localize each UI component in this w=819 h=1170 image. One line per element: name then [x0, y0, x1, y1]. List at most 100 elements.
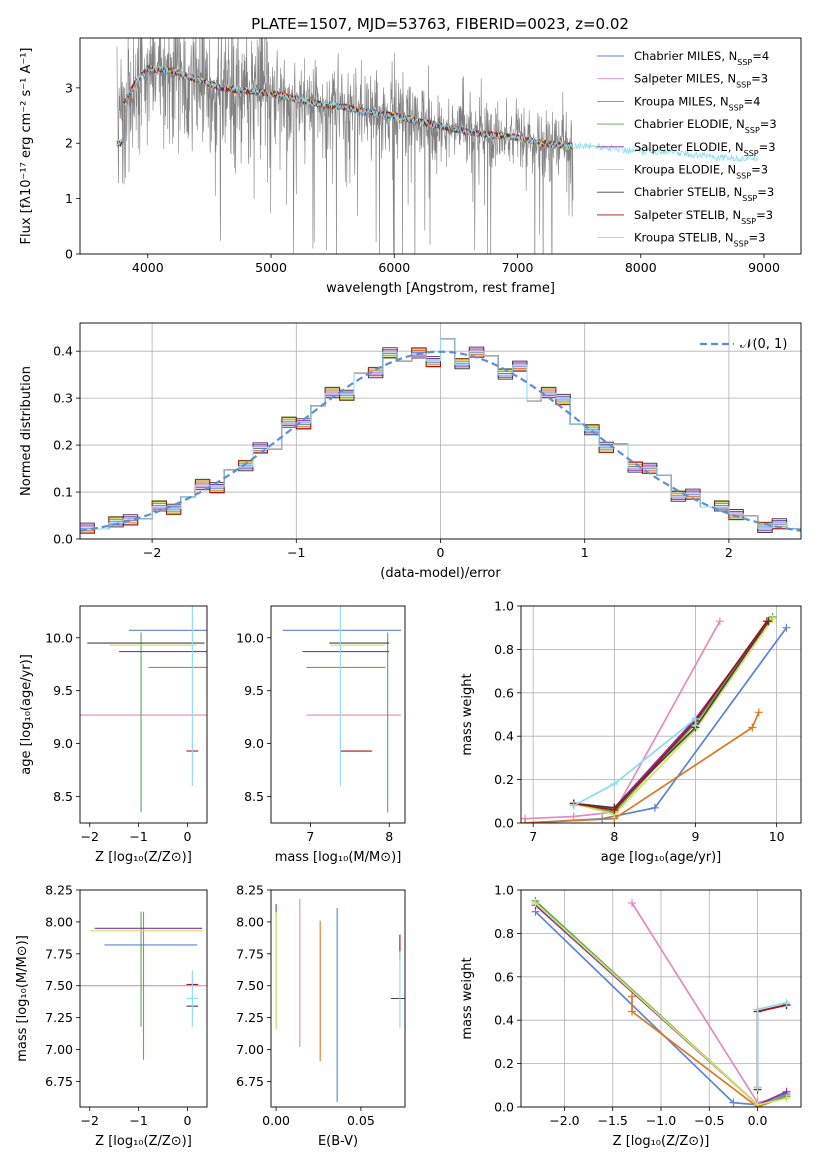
y-tick-label: 0.0 — [53, 532, 73, 547]
axes-residuals: −2 −1 0 1 2 0.0 0.1 0.2 0.3 0.4 (data-model)/error… — [19, 323, 801, 581]
plus-marker — [782, 998, 791, 1007]
x-tick-label: 7 — [306, 829, 314, 844]
y-tick-label: 10.0 — [236, 630, 264, 645]
x-tick-label: 8 — [610, 829, 618, 844]
x-tick-label: −1 — [129, 829, 147, 844]
x-tick-label: 0 — [183, 1113, 191, 1128]
legend-subscript: SSP — [745, 126, 760, 135]
y-tick-label: 0.4 — [53, 344, 73, 359]
legend-subscript: SSP — [737, 58, 752, 67]
x-axis-label: Z [log₁₀(Z/Z⊙)] — [613, 1134, 710, 1149]
y-tick-label: 7.25 — [45, 1010, 73, 1025]
legend-entry: Salpeter MILES, NSSP=3 — [634, 72, 768, 90]
y-axis-label: mass weight — [460, 957, 475, 1039]
y-tick-label: 8.25 — [236, 883, 264, 898]
series-line — [525, 711, 760, 823]
y-tick-label: 0.8 — [494, 642, 514, 657]
legend-entry: Chabrier MILES, NSSP=4 — [634, 49, 769, 67]
y-axis-label: Normed distribution — [19, 366, 34, 496]
x-tick-label: −2.0 — [549, 1113, 579, 1128]
x-tick-label: −2 — [81, 1113, 99, 1128]
axes-frame-mass-weight-vs-age — [520, 605, 802, 824]
legend-count: =3 — [751, 163, 768, 177]
legend-entry: Kroupa MILES, NSSP=4 — [634, 94, 760, 112]
y-tick-label: 8.25 — [45, 883, 73, 898]
x-tick-label: 7 — [529, 829, 537, 844]
axes-age-vs-mass: 7 8 8.5 9.0 9.5 10.0 mass [log₁₀(M/M⊙)] — [236, 606, 402, 865]
legend-count: =3 — [757, 185, 774, 199]
age-vs-mass-plot — [282, 606, 402, 813]
x-tick-label: 0.00 — [262, 1113, 290, 1128]
plus-marker — [569, 812, 578, 821]
y-tick-label: 8.00 — [45, 914, 73, 929]
axes-age-vs-Z: −2 −1 0 8.5 9.0 9.5 10.0 Z [log₁₀(Z/Z⊙)] age [lo… — [19, 606, 207, 865]
axes-mass-vs-Z: −2 −1 0 6.75 7.00 7.25 7.50 7.75 8.00 8.25 Z [log₁… — [15, 883, 207, 1149]
gaussian-curve — [80, 350, 801, 532]
y-tick-label: 7.50 — [45, 978, 73, 993]
y-tick-label: 0.6 — [494, 685, 514, 700]
y-tick-label: 8.5 — [244, 789, 264, 804]
plus-marker — [782, 1094, 791, 1103]
legend-count: =3 — [759, 140, 776, 154]
plus-marker — [610, 779, 619, 788]
x-tick-label: 10 — [769, 829, 785, 844]
x-tick-label: −1.0 — [646, 1113, 676, 1128]
mass-weight-vs-Z-plot — [531, 896, 791, 1107]
mass-vs-Z-plot — [80, 911, 207, 1060]
series-line — [573, 620, 770, 809]
x-tick-label: 5000 — [255, 260, 287, 275]
x-tick-label: 2 — [725, 545, 733, 560]
plus-marker — [715, 617, 724, 626]
x-axis-label: Z [log₁₀(Z/Z⊙)] — [95, 1134, 192, 1149]
spectrum-data-line — [116, 38, 574, 254]
plus-marker — [628, 899, 637, 908]
x-tick-label: −2 — [143, 545, 161, 560]
y-tick-label: 9.0 — [53, 736, 73, 751]
x-tick-label: −2 — [81, 829, 99, 844]
x-axis-label: E(B-V) — [318, 1134, 358, 1149]
plus-marker — [748, 723, 757, 732]
plus-marker — [691, 721, 700, 730]
x-tick-label: 9000 — [748, 260, 780, 275]
x-tick-label: 8000 — [625, 260, 657, 275]
x-axis-label: wavelength [Angstrom, rest frame] — [326, 281, 555, 296]
axes-frame-mass-weight-vs-Z — [520, 889, 802, 1108]
x-tick-label: 4000 — [132, 260, 164, 275]
legend-count: =4 — [744, 94, 761, 108]
x-tick-label: 0 — [183, 829, 191, 844]
y-tick-label: 0.6 — [494, 969, 514, 984]
spectrum-plot — [116, 38, 757, 254]
plus-marker — [569, 801, 578, 810]
plus-marker — [754, 708, 763, 717]
y-axis-label: mass weight — [460, 673, 475, 755]
y-tick-label: 0.8 — [494, 926, 514, 941]
y-tick-label: 0.3 — [53, 391, 73, 406]
x-tick-label: 0.05 — [347, 1113, 375, 1128]
x-tick-label: −1 — [287, 545, 305, 560]
y-tick-label: 0.0 — [494, 816, 514, 831]
plus-marker — [753, 1100, 762, 1107]
plus-marker — [768, 615, 777, 624]
y-tick-label: 6.75 — [45, 1074, 73, 1089]
legend-count: =3 — [756, 208, 773, 222]
legend-entry: Salpeter STELIB, NSSP=3 — [634, 208, 773, 226]
series-line — [573, 618, 774, 816]
x-tick-label: 1 — [581, 545, 589, 560]
y-tick-label: 0 — [65, 247, 73, 262]
y-tick-label: 0.1 — [53, 485, 73, 500]
y-tick-label: 1 — [65, 191, 73, 206]
plus-marker — [610, 805, 619, 814]
mass-weight-vs-age-plot — [521, 612, 791, 823]
legend-count: =3 — [760, 117, 777, 131]
y-tick-label: 0.0 — [494, 1100, 514, 1115]
y-axis-label: Flux [fλ10⁻¹⁷ erg cm⁻² s⁻¹ A⁻¹] — [19, 48, 34, 245]
y-tick-label: 1.0 — [494, 599, 514, 614]
y-tick-label: 7.75 — [236, 946, 264, 961]
legend-entry: Salpeter ELODIE, NSSP=3 — [634, 140, 776, 158]
axes-frame-age-vs-mass — [270, 605, 406, 824]
legend-count: =3 — [749, 231, 766, 245]
plus-marker — [782, 623, 791, 632]
y-tick-label: 7.75 — [45, 946, 73, 961]
x-tick-label: −1 — [129, 1113, 147, 1128]
age-vs-Z-plot — [80, 606, 207, 813]
